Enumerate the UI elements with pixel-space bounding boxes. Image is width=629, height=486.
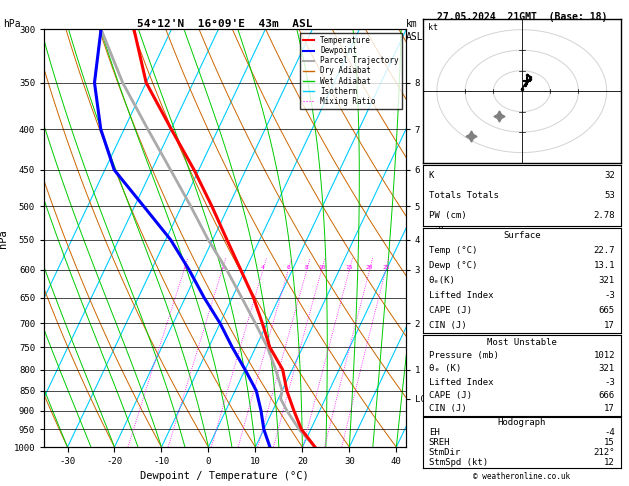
Text: Surface: Surface [503, 231, 540, 241]
Text: 4: 4 [261, 265, 265, 270]
Text: Hodograph: Hodograph [498, 418, 546, 427]
Text: θₑ (K): θₑ (K) [428, 364, 461, 373]
Text: CIN (J): CIN (J) [428, 321, 466, 330]
Text: ASL: ASL [406, 32, 423, 42]
Text: 20: 20 [366, 265, 374, 270]
Text: 1: 1 [182, 265, 186, 270]
Text: 6: 6 [286, 265, 290, 270]
Text: Most Unstable: Most Unstable [487, 337, 557, 347]
Text: K: K [428, 171, 434, 180]
Text: 10: 10 [318, 265, 325, 270]
Text: 17: 17 [604, 321, 615, 330]
Text: Lifted Index: Lifted Index [428, 378, 493, 387]
Text: 15: 15 [345, 265, 353, 270]
Text: 53: 53 [604, 191, 615, 200]
Text: CAPE (J): CAPE (J) [428, 391, 472, 400]
Text: -4: -4 [604, 428, 615, 437]
Text: StmSpd (kt): StmSpd (kt) [428, 458, 487, 467]
Text: PW (cm): PW (cm) [428, 211, 466, 220]
Text: StmDir: StmDir [428, 448, 461, 457]
Text: 665: 665 [599, 306, 615, 315]
Text: km: km [406, 19, 418, 30]
Text: 321: 321 [599, 364, 615, 373]
Text: Dewp (°C): Dewp (°C) [428, 261, 477, 270]
Text: 15: 15 [604, 438, 615, 447]
Text: EH: EH [428, 428, 440, 437]
Text: SREH: SREH [428, 438, 450, 447]
Text: kt: kt [428, 23, 438, 32]
Text: 17: 17 [604, 404, 615, 414]
Text: Temp (°C): Temp (°C) [428, 246, 477, 255]
Text: -3: -3 [604, 291, 615, 300]
Text: 666: 666 [599, 391, 615, 400]
Y-axis label: Mixing Ratio (g/kg): Mixing Ratio (g/kg) [433, 187, 442, 289]
Y-axis label: hPa: hPa [0, 229, 8, 247]
Text: 2: 2 [220, 265, 224, 270]
Text: 321: 321 [599, 276, 615, 285]
Text: 13.1: 13.1 [593, 261, 615, 270]
Text: -3: -3 [604, 378, 615, 387]
Text: 212°: 212° [593, 448, 615, 457]
Text: 8: 8 [305, 265, 309, 270]
Text: CAPE (J): CAPE (J) [428, 306, 472, 315]
Text: 1012: 1012 [593, 351, 615, 360]
X-axis label: Dewpoint / Temperature (°C): Dewpoint / Temperature (°C) [140, 471, 309, 482]
Text: Lifted Index: Lifted Index [428, 291, 493, 300]
Text: 12: 12 [604, 458, 615, 467]
Text: Totals Totals: Totals Totals [428, 191, 499, 200]
Text: Pressure (mb): Pressure (mb) [428, 351, 499, 360]
Text: CIN (J): CIN (J) [428, 404, 466, 414]
Text: 2.78: 2.78 [593, 211, 615, 220]
Text: © weatheronline.co.uk: © weatheronline.co.uk [473, 472, 571, 481]
Text: 27.05.2024  21GMT  (Base: 18): 27.05.2024 21GMT (Base: 18) [437, 12, 607, 22]
Text: 54°12'N  16°09'E  43m  ASL: 54°12'N 16°09'E 43m ASL [137, 19, 313, 30]
Text: 22.7: 22.7 [593, 246, 615, 255]
Text: 32: 32 [604, 171, 615, 180]
Legend: Temperature, Dewpoint, Parcel Trajectory, Dry Adiabat, Wet Adiabat, Isotherm, Mi: Temperature, Dewpoint, Parcel Trajectory… [299, 33, 402, 109]
Text: θₑ(K): θₑ(K) [428, 276, 455, 285]
Text: hPa: hPa [3, 19, 21, 30]
Text: 25: 25 [382, 265, 389, 270]
